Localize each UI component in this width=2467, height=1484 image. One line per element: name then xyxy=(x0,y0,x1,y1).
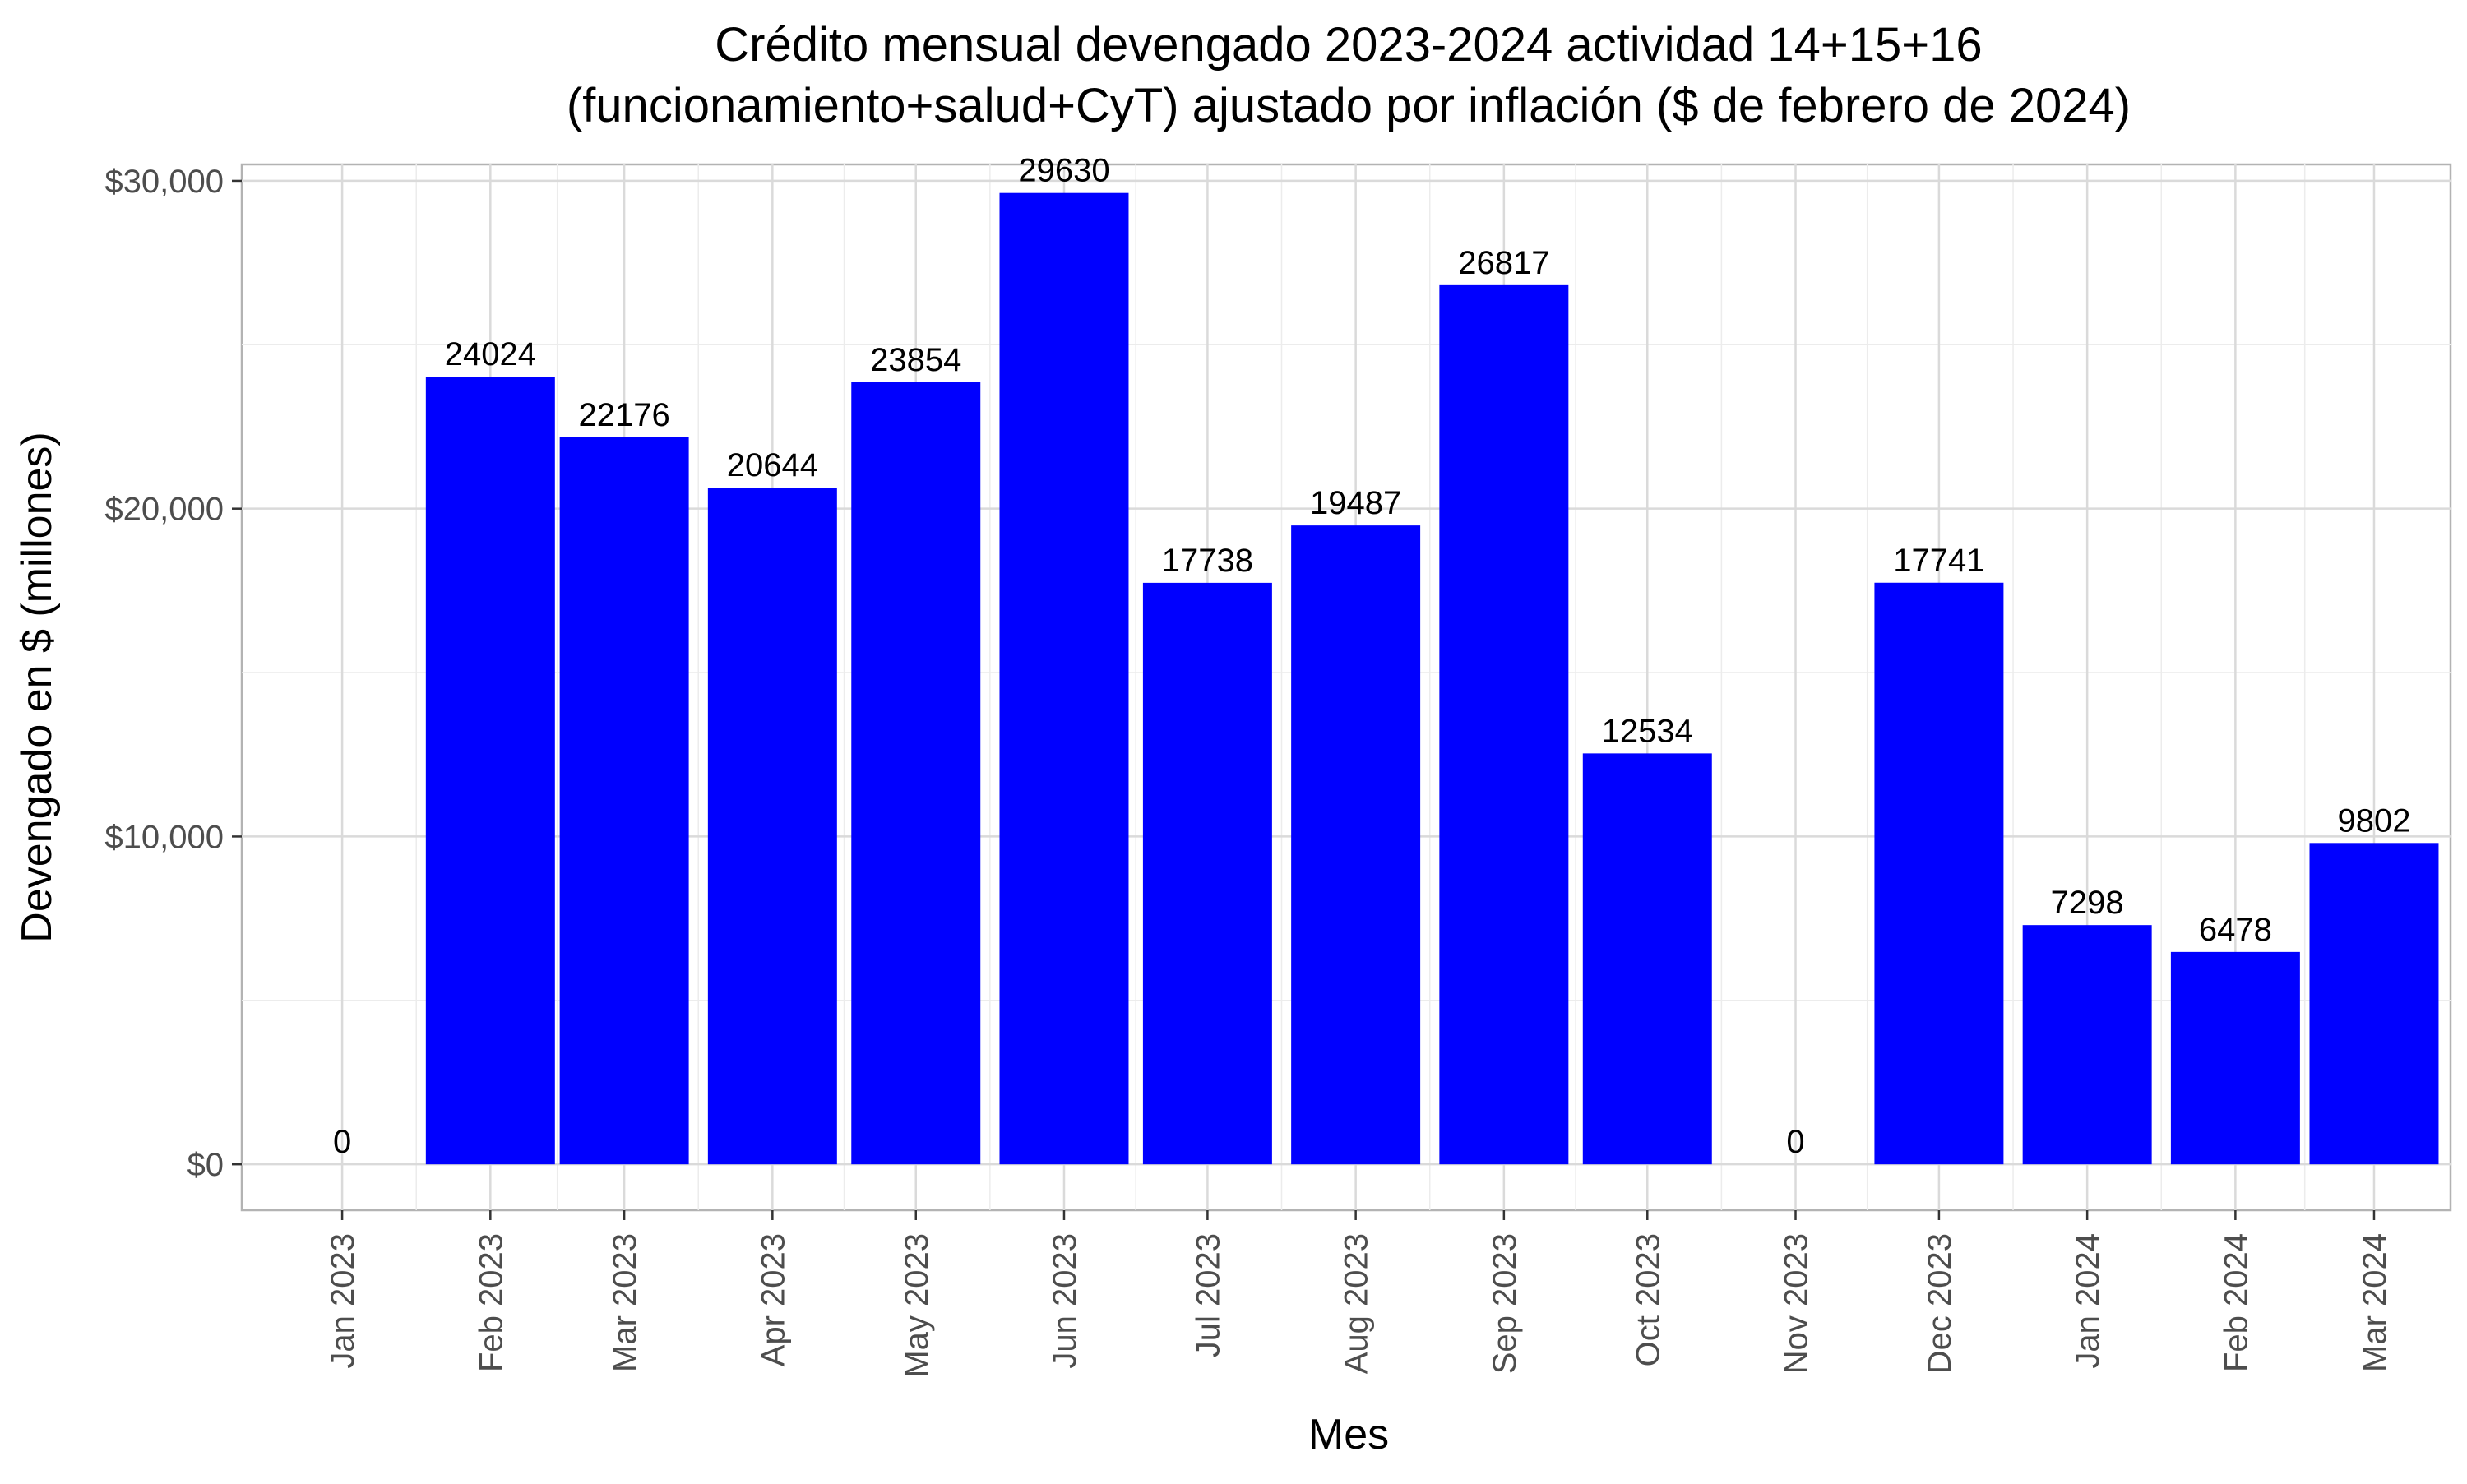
chart-title-line1: Crédito mensual devengado 2023-2024 acti… xyxy=(715,18,1982,72)
bar-value-label: 17741 xyxy=(1893,543,1984,579)
x-tick-label: Mar 2023 xyxy=(607,1233,643,1372)
x-tick-label: Apr 2023 xyxy=(755,1233,791,1366)
x-tick-label: Oct 2023 xyxy=(1630,1233,1666,1366)
bar xyxy=(2309,843,2439,1165)
bar xyxy=(707,488,837,1165)
bar xyxy=(1142,582,1272,1165)
y-tick-label: $30,000 xyxy=(104,164,224,200)
bar xyxy=(1874,582,2004,1165)
bar-value-label: 24024 xyxy=(445,336,536,372)
bar-value-label: 12534 xyxy=(1602,713,1693,749)
bar xyxy=(1291,525,1421,1165)
bar xyxy=(1582,753,1712,1165)
bar xyxy=(1439,284,1569,1165)
bar-value-label: 19487 xyxy=(1310,485,1401,521)
x-tick-label: Aug 2023 xyxy=(1339,1233,1375,1374)
bars xyxy=(425,192,2439,1165)
value-labels: 0 24024 22176 20644 23854 29630 17738 19487 2681… xyxy=(333,153,2411,1160)
x-tick-label: Nov 2023 xyxy=(1779,1233,1815,1374)
bar-value-label: 0 xyxy=(1786,1124,1804,1160)
bar xyxy=(999,192,1129,1165)
y-tick-label: $20,000 xyxy=(104,492,224,528)
bar xyxy=(2022,925,2152,1165)
y-tick-label: $10,000 xyxy=(104,819,224,855)
bar xyxy=(2170,951,2300,1165)
x-tick-label: Jun 2023 xyxy=(1047,1233,1083,1369)
x-tick-label: Feb 2024 xyxy=(2218,1233,2254,1372)
bar-value-label: 23854 xyxy=(870,342,961,378)
bar-value-label: 20644 xyxy=(727,447,818,483)
x-axis-title: Mes xyxy=(1308,1411,1389,1459)
bar xyxy=(851,382,981,1165)
bar-value-label: 22176 xyxy=(578,397,669,433)
bar-value-label: 17738 xyxy=(1162,543,1253,579)
x-axis: Jan 2023 Feb 2023 Mar 2023 Apr 2023 May 2023… xyxy=(325,1210,2393,1378)
bar-value-label: 9802 xyxy=(2337,802,2410,839)
y-axis: $0 $10,000 $20,000 $30,000 xyxy=(104,164,242,1183)
x-tick-label: Jan 2023 xyxy=(325,1233,361,1369)
x-tick-label: Mar 2024 xyxy=(2357,1233,2393,1372)
y-axis-title: Devengado en $ (millones) xyxy=(13,432,61,942)
bar-value-label: 29630 xyxy=(1018,153,1109,189)
bar xyxy=(425,377,555,1165)
bar-value-label: 6478 xyxy=(2199,912,2272,948)
x-tick-label: Dec 2023 xyxy=(1922,1233,1958,1374)
x-tick-label: Sep 2023 xyxy=(1487,1233,1523,1374)
chart-title-line2: (funcionamiento+salud+CyT) ajustado por … xyxy=(567,79,2131,132)
bar-value-label: 7298 xyxy=(2051,885,2124,921)
x-tick-label: Feb 2023 xyxy=(473,1233,509,1372)
bar-value-label: 26817 xyxy=(1458,245,1549,281)
x-tick-label: Jul 2023 xyxy=(1190,1233,1226,1357)
bar-value-label: 0 xyxy=(333,1124,351,1160)
x-tick-label: Jan 2024 xyxy=(2070,1233,2106,1369)
y-tick-label: $0 xyxy=(187,1147,224,1183)
x-tick-label: May 2023 xyxy=(899,1233,935,1378)
bar xyxy=(559,437,689,1165)
